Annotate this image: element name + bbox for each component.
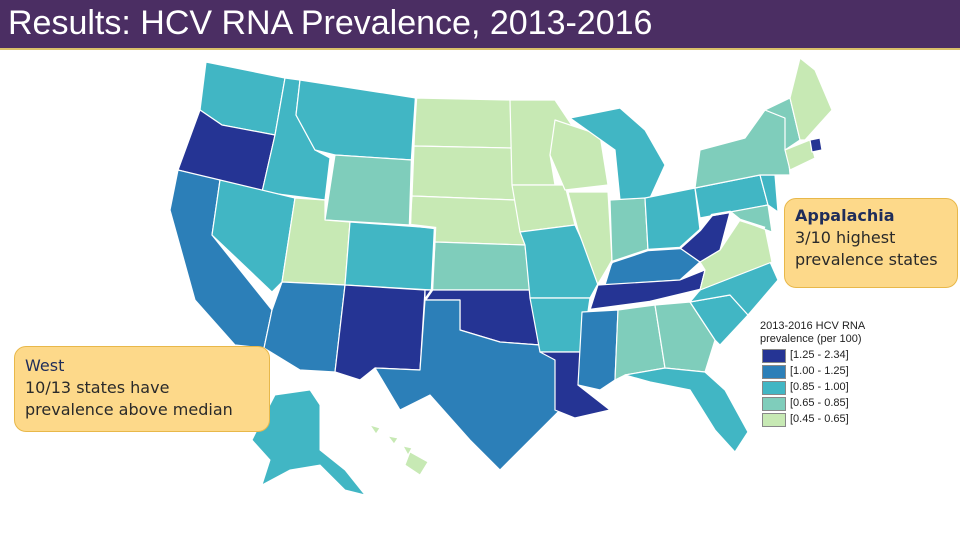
state-virginia [699,219,773,291]
legend-label: [1.25 - 2.34] [790,349,849,361]
west-line2: prevalence above median [25,400,233,419]
appalachia-callout: Appalachia 3/10 highest prevalence state… [784,198,958,288]
legend-label: [1.00 - 1.25] [790,365,849,377]
west-heading: West [25,356,65,375]
state-hawaii [368,424,429,476]
state-georgia [654,301,716,373]
legend-label: [0.65 - 0.85] [790,397,849,409]
appalachia-line1: 3/10 highest [795,228,896,247]
west-region-outline [408,97,437,301]
state-nevada [211,179,296,293]
west-line1: 10/13 states have [25,378,170,397]
state-maine [789,57,833,141]
state-vermont-nh [764,97,801,151]
legend-title-line1: 2013-2016 HCV RNA [760,320,866,332]
state-arizona [263,281,346,373]
legend-swatch [762,397,786,411]
appalachia-heading: Appalachia [795,206,895,225]
state-iowa [511,184,576,233]
legend-swatch [762,381,786,395]
state-florida [624,367,749,453]
legend-item: [0.85 - 1.00] [760,380,890,395]
state-mississippi [577,309,619,391]
legend-swatch [762,349,786,363]
title-bar: Results: HCV RNA Prevalence, 2013-2016 [0,0,960,50]
state-montana [295,79,417,161]
appalachia-region-outline [589,210,766,312]
state-new-york [694,109,791,189]
legend-label: [0.45 - 0.65] [790,413,849,425]
legend-label: [0.85 - 1.00] [790,381,849,393]
west-callout: West 10/13 states have prevalence above … [14,346,270,432]
state-texas [374,299,561,471]
map-legend: 2013-2016 HCV RNA prevalence (per 100) [… [760,320,890,427]
state-new-england-south [784,139,816,171]
legend-item: [1.00 - 1.25] [760,364,890,379]
legend-item: [0.65 - 0.85] [760,396,890,411]
state-rhode-island [809,137,823,153]
state-colorado [344,221,436,291]
legend-item: [0.45 - 0.65] [760,412,890,427]
state-michigan [569,107,666,201]
slide-title: Results: HCV RNA Prevalence, 2013-2016 [8,4,653,42]
state-new-mexico [334,284,426,381]
legend-item: [1.25 - 2.34] [760,348,890,363]
state-alaska [251,389,367,496]
state-kansas [431,241,531,291]
state-south-dakota [411,145,516,201]
state-wyoming [324,154,413,226]
legend-swatch [762,413,786,427]
appalachia-line2: prevalence states [795,250,938,269]
legend-title-line2: prevalence (per 100) [760,333,862,345]
legend-swatch [762,365,786,379]
state-north-dakota [413,97,513,149]
